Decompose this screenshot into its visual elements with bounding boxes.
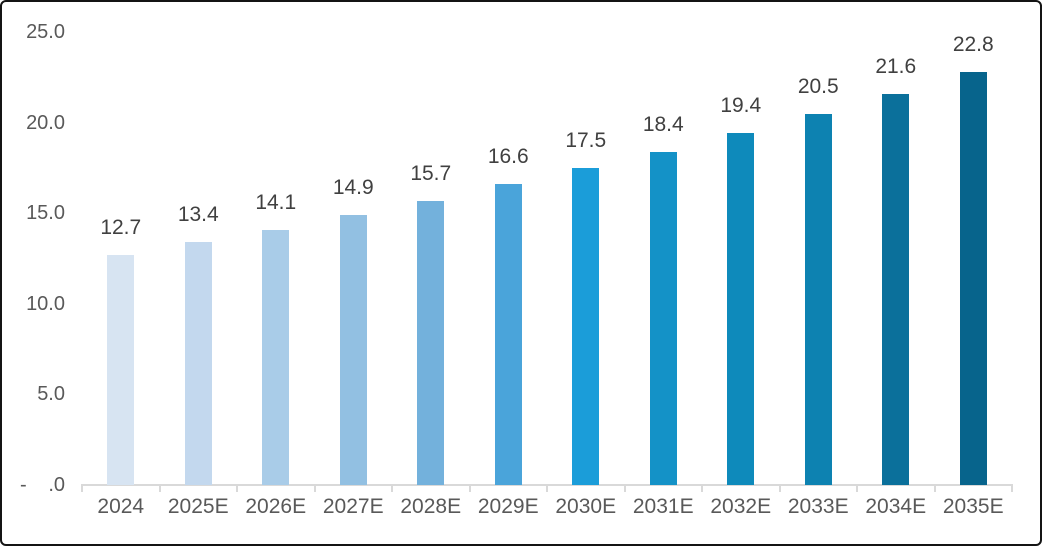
y-axis-label: 5.0	[37, 383, 65, 406]
axis-tick	[623, 484, 626, 492]
bar	[882, 93, 910, 485]
axis-tick	[546, 484, 548, 492]
y-axis-label: 15.0	[26, 202, 65, 225]
axis-tick	[236, 484, 238, 492]
bar-value-label: 17.5	[565, 128, 607, 152]
bar-value-label: 12.7	[100, 215, 142, 239]
x-axis-label: 2033E	[787, 495, 849, 518]
y-axis-label: 25.0	[26, 21, 65, 43]
axis-tick	[856, 484, 858, 492]
y-axis-label: - .0	[20, 472, 65, 498]
x-axis-label: 2035E	[942, 495, 1004, 518]
x-axis-label: 2029E	[477, 495, 539, 518]
bar	[494, 184, 522, 485]
x-axis-label: 2028E	[400, 495, 462, 518]
y-axis-label: 20.0	[26, 111, 65, 134]
bar-value-label: 14.9	[332, 176, 374, 199]
axis-tick	[391, 484, 393, 492]
x-axis-label: 2024	[97, 495, 145, 518]
bar	[804, 113, 832, 485]
x-axis-label: 2034E	[865, 495, 927, 518]
y-axis-label-text: .0	[48, 474, 65, 496]
x-axis-label: 2025E	[167, 495, 229, 518]
bar	[727, 133, 755, 485]
bar-value-label: 20.5	[797, 74, 839, 98]
bar	[262, 229, 290, 485]
bar	[107, 254, 135, 485]
bar	[649, 151, 677, 485]
x-axis-label: 2026E	[245, 495, 307, 518]
axis-tick	[933, 484, 936, 492]
bar	[417, 200, 445, 485]
axis-tick	[158, 484, 161, 492]
bar	[184, 242, 212, 485]
bar	[339, 215, 367, 485]
x-axis-label: 2032E	[710, 495, 772, 518]
axis-tick	[778, 484, 781, 492]
x-axis-label: 2030E	[555, 495, 617, 518]
bar-value-label: 16.6	[487, 145, 529, 169]
bar-value-label: 15.7	[410, 161, 452, 185]
axis-tick	[468, 484, 471, 492]
bar-value-label: 18.4	[642, 112, 684, 136]
bar-value-label: 13.4	[177, 203, 219, 227]
axis-tick	[1011, 484, 1013, 492]
y-axis-zero-dash: -	[20, 474, 27, 496]
y-axis-label: 10.0	[26, 292, 65, 315]
bar	[572, 167, 600, 485]
x-axis-label: 2027E	[322, 495, 384, 518]
bar-value-label: 14.1	[255, 190, 297, 214]
bar-value-label: 19.4	[720, 94, 762, 118]
axis-tick	[701, 484, 703, 492]
axis-tick	[313, 484, 316, 492]
bar	[959, 71, 987, 485]
axis-tick	[81, 484, 83, 492]
bar-value-label: 22.8	[952, 32, 994, 56]
bar-value-label: 21.6	[875, 54, 917, 78]
x-axis-label: 2031E	[632, 495, 694, 518]
